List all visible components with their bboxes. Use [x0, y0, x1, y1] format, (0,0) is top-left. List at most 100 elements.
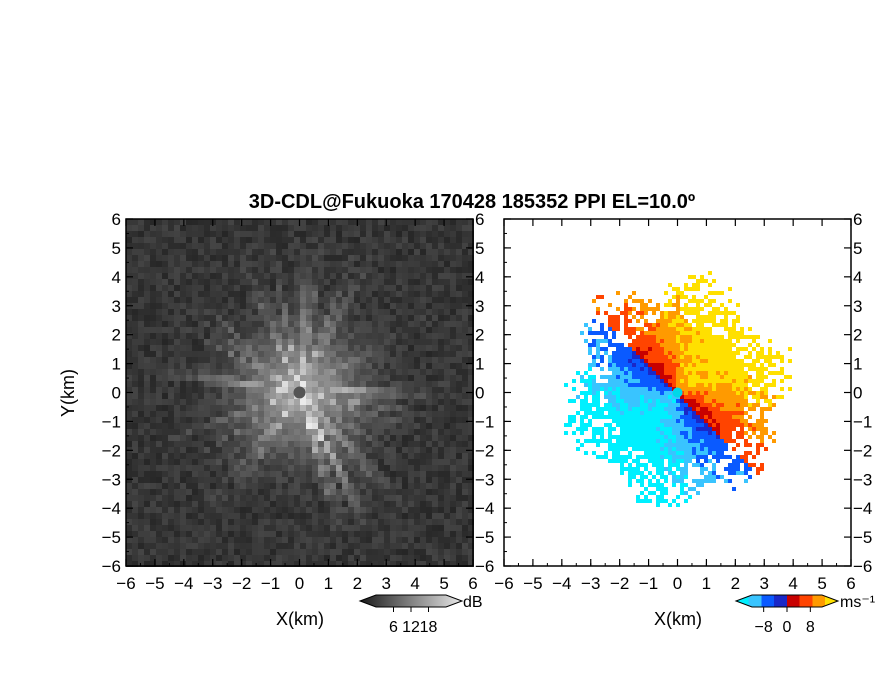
reflectivity-cell — [420, 441, 426, 447]
reflectivity-cell — [438, 279, 444, 285]
reflectivity-cell — [444, 267, 450, 273]
velocity-cell — [612, 367, 616, 371]
velocity-cell — [724, 407, 728, 411]
reflectivity-cell — [324, 249, 330, 255]
reflectivity-cell — [180, 351, 186, 357]
velocity-cell — [732, 323, 736, 327]
reflectivity-cell — [162, 327, 168, 333]
reflectivity-cell — [156, 219, 162, 225]
reflectivity-cell — [222, 507, 228, 513]
velocity-cell — [644, 435, 648, 439]
reflectivity-cell — [168, 279, 174, 285]
reflectivity-cell — [270, 297, 276, 303]
reflectivity-cell — [180, 561, 186, 567]
velocity-cell — [660, 367, 664, 371]
reflectivity-cell — [432, 351, 438, 357]
reflectivity-cell — [234, 273, 240, 279]
velocity-cell — [628, 471, 632, 475]
reflectivity-cell — [354, 417, 360, 423]
reflectivity-cell — [420, 285, 426, 291]
reflectivity-cell — [144, 267, 150, 273]
velocity-cell — [608, 379, 612, 383]
velocity-cell — [604, 415, 608, 419]
velocity-cell — [628, 359, 632, 363]
reflectivity-cell — [252, 291, 258, 297]
reflectivity-cell — [414, 441, 420, 447]
reflectivity-cell — [342, 237, 348, 243]
reflectivity-cell — [444, 237, 450, 243]
reflectivity-cell — [246, 345, 252, 351]
velocity-cell — [728, 355, 732, 359]
reflectivity-cell — [414, 357, 420, 363]
reflectivity-cell — [354, 363, 360, 369]
velocity-cell — [604, 451, 608, 455]
velocity-cell — [668, 331, 672, 335]
reflectivity-cell — [246, 513, 252, 519]
reflectivity-cell — [288, 369, 294, 375]
velocity-cell — [624, 359, 628, 363]
reflectivity-cell — [204, 471, 210, 477]
velocity-cell — [632, 379, 636, 383]
reflectivity-cell — [414, 519, 420, 525]
reflectivity-cell — [144, 291, 150, 297]
velocity-cell — [620, 343, 624, 347]
reflectivity-cell — [252, 411, 258, 417]
reflectivity-cell — [126, 411, 132, 417]
reflectivity-cell — [258, 339, 264, 345]
reflectivity-cell — [420, 501, 426, 507]
velocity-cell — [672, 443, 676, 447]
reflectivity-cell — [318, 273, 324, 279]
reflectivity-cell — [210, 339, 216, 345]
velocity-cell — [708, 431, 712, 435]
reflectivity-cell — [444, 393, 450, 399]
reflectivity-cell — [222, 321, 228, 327]
reflectivity-cell — [324, 315, 330, 321]
velocity-cell — [664, 475, 668, 479]
velocity-cell — [732, 367, 736, 371]
reflectivity-cell — [198, 267, 204, 273]
reflectivity-cell — [312, 261, 318, 267]
reflectivity-cell — [462, 327, 468, 333]
reflectivity-cell — [396, 405, 402, 411]
velocity-cell — [732, 355, 736, 359]
reflectivity-cell — [300, 543, 306, 549]
velocity-cell — [656, 503, 660, 507]
velocity-cell — [700, 443, 704, 447]
velocity-cell — [652, 431, 656, 435]
reflectivity-cell — [462, 237, 468, 243]
reflectivity-cell — [408, 399, 414, 405]
reflectivity-cell — [444, 303, 450, 309]
velocity-cell — [728, 479, 732, 483]
reflectivity-cell — [450, 261, 456, 267]
velocity-cell — [676, 407, 680, 411]
velocity-cell — [608, 403, 612, 407]
velocity-cell — [588, 379, 592, 383]
velocity-cell — [632, 395, 636, 399]
reflectivity-cell — [240, 483, 246, 489]
y-tick-label: −6 — [475, 557, 494, 576]
reflectivity-cell — [426, 315, 432, 321]
reflectivity-cell — [258, 225, 264, 231]
reflectivity-cell — [270, 285, 276, 291]
reflectivity-cell — [414, 549, 420, 555]
velocity-cell — [676, 315, 680, 319]
reflectivity-cell — [282, 483, 288, 489]
reflectivity-cell — [186, 411, 192, 417]
reflectivity-cell — [372, 561, 378, 567]
velocity-cell — [716, 399, 720, 403]
reflectivity-cell — [246, 531, 252, 537]
reflectivity-cell — [240, 453, 246, 459]
velocity-cell — [628, 319, 632, 323]
reflectivity-cell — [180, 531, 186, 537]
reflectivity-cell — [342, 453, 348, 459]
reflectivity-cell — [324, 513, 330, 519]
reflectivity-cell — [162, 471, 168, 477]
reflectivity-cell — [432, 339, 438, 345]
reflectivity-cell — [282, 453, 288, 459]
reflectivity-cell — [324, 243, 330, 249]
reflectivity-cell — [414, 561, 420, 567]
velocity-cell — [624, 403, 628, 407]
reflectivity-cell — [162, 261, 168, 267]
velocity-cell — [664, 331, 668, 335]
reflectivity-y-axis-label: Y(km) — [58, 369, 78, 417]
